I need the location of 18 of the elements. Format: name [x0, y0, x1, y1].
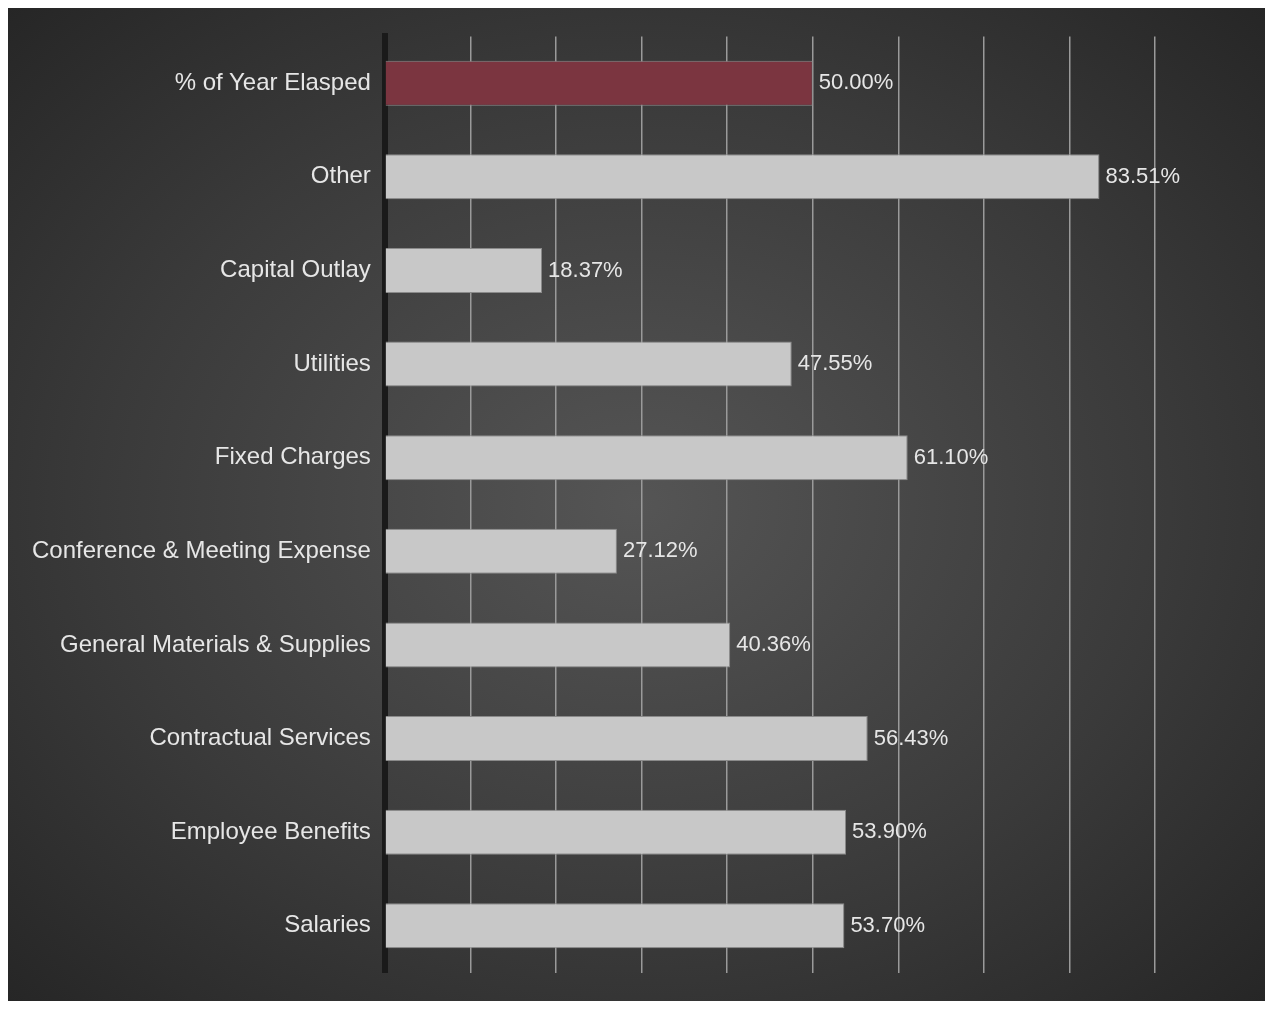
y-tick-label: Employee Benefits — [170, 816, 371, 844]
data-label: 50.00% — [818, 69, 894, 95]
data-label: 47.55% — [797, 350, 873, 376]
data-label: 56.43% — [873, 724, 949, 750]
data-label: 27.12% — [622, 537, 698, 563]
y-tick-label: Other — [310, 161, 371, 189]
y-tick-label: General Materials & Supplies — [60, 629, 371, 657]
y-tick-label: Salaries — [284, 910, 371, 938]
data-label: 18.37% — [548, 256, 623, 282]
y-tick-label: Fixed Charges — [214, 442, 371, 470]
data-label: 40.36% — [736, 630, 811, 656]
y-tick-label: Contractual Services — [149, 723, 371, 751]
y-tick-label: Conference & Meeting Expense — [32, 535, 371, 563]
y-tick-label: % of Year Elasped — [174, 67, 371, 95]
data-label: 61.10% — [913, 443, 989, 469]
y-tick-label: Utilities — [293, 348, 371, 376]
data-label: 53.90% — [852, 818, 927, 844]
y-tick-label: Capital Outlay — [220, 255, 371, 283]
